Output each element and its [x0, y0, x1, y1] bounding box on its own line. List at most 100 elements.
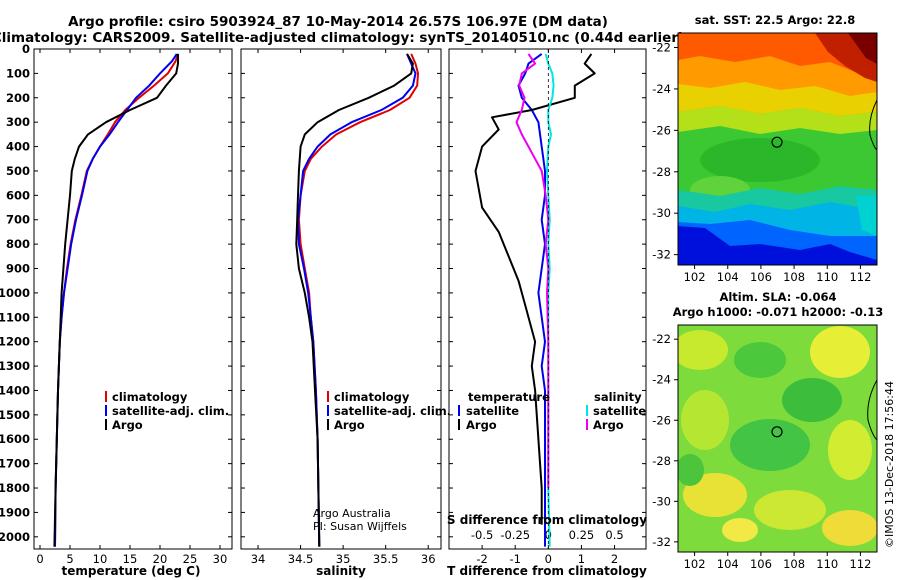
legend-s-argo: Argo — [593, 418, 624, 432]
map-y-tick-label: -30 — [652, 494, 671, 508]
x-tick-label: 36 — [421, 552, 436, 566]
temperature-ticks: 0 5 10 15 20 25 30 — [34, 48, 232, 566]
depth-tick-label: 1600 — [0, 432, 30, 446]
depth-tick-label: 500 — [6, 164, 30, 178]
map-y-tick-label: -24 — [652, 82, 671, 96]
depth-tick-label: 800 — [6, 237, 30, 251]
depth-tick-label: 1400 — [0, 383, 30, 397]
depth-tick-label: 1500 — [0, 408, 30, 422]
depth-tick-label: 400 — [6, 140, 30, 154]
temperature-frame — [33, 48, 233, 550]
depth-tick-label: 100 — [6, 66, 30, 80]
map-x-tick-label: 108 — [783, 270, 805, 284]
depth-tick-label: 1700 — [0, 457, 30, 471]
depth-tick-label: 700 — [6, 213, 30, 227]
legend-argo-swatch — [327, 419, 329, 430]
map-y-tick-label: -26 — [652, 413, 671, 427]
x-tick-label: 1 — [578, 552, 585, 566]
sst-map-panel: sat. SST: 22.5 Argo: 22.8 102 104 106 1 — [652, 13, 878, 285]
map-x-tick-label: 102 — [684, 557, 706, 571]
x-tick-label: 34 — [251, 552, 266, 566]
x-tick-label-top: 0.5 — [605, 528, 623, 542]
legend-satellite-swatch — [105, 405, 107, 416]
x-tick-label-top: -0.5 — [471, 528, 493, 542]
legend-climatology-swatch — [105, 391, 107, 402]
x-tick-label: 5 — [66, 552, 73, 566]
map-x-tick-label: 106 — [750, 270, 772, 284]
map-y-tick-label: -28 — [652, 454, 671, 468]
sla-map-frame — [677, 324, 878, 553]
map-y-tick-label: -26 — [652, 123, 671, 137]
depth-tick-label: 1100 — [0, 310, 30, 324]
map-x-tick-label: 104 — [717, 557, 739, 571]
series-line-argo — [53, 53, 179, 547]
legend-argo: Argo — [334, 418, 365, 432]
x-tick-label-top: -0.25 — [500, 528, 530, 542]
depth-tick-label: 600 — [6, 188, 30, 202]
map-x-tick-label: 112 — [849, 557, 871, 571]
salinity-panel: 34 34.5 35 35.5 36 salinity climatology sate… — [240, 48, 451, 578]
legend-s-argo-swatch — [586, 419, 588, 430]
x-tick-label: 15 — [123, 552, 138, 566]
map-y-tick-label: -30 — [652, 206, 671, 220]
legend-temperature-title: temperature — [468, 390, 550, 404]
map-y-tick-label: -24 — [652, 373, 671, 387]
x-tick-label: -1 — [509, 552, 520, 566]
x-tick-label: 35 — [336, 552, 351, 566]
legend-climatology-swatch — [327, 391, 329, 402]
depth-tick-label: 900 — [6, 262, 30, 276]
legend-t-satellite-swatch — [458, 405, 460, 416]
sla-map-ticks: 102 104 106 108 110 112 -22 -24 -26 -28 -30 -32 — [652, 332, 871, 571]
difference-xlabel: T difference from climatology — [447, 564, 647, 578]
legend-satellite: satellite-adj. clim. — [334, 404, 451, 418]
map-x-tick-label: 112 — [849, 270, 871, 284]
x-tick-label: 2 — [611, 552, 618, 566]
legend-argo-swatch — [105, 419, 107, 430]
depth-tick-label: 1200 — [0, 335, 30, 349]
x-tick-label: 10 — [93, 552, 108, 566]
sst-map-frame — [677, 32, 878, 266]
legend-t-argo-swatch — [458, 419, 460, 430]
map-x-tick-label: 104 — [717, 270, 739, 284]
x-tick-label: 25 — [183, 552, 198, 566]
map-x-tick-label: 102 — [684, 270, 706, 284]
x-tick-label: -2 — [476, 552, 487, 566]
sla-map-title-2: Argo h1000: -0.071 h2000: -0.13 — [673, 305, 884, 319]
salinity-frame — [240, 48, 442, 550]
depth-tick-label: 200 — [6, 91, 30, 105]
title-line-2: Climatology: CARS2009. Satellite-adjuste… — [0, 30, 684, 46]
depth-tick-label: 1800 — [0, 481, 30, 495]
argo-location-marker — [771, 426, 783, 438]
map-x-tick-label: 110 — [816, 557, 838, 571]
sst-map-title: sat. SST: 22.5 Argo: 22.8 — [695, 13, 855, 27]
annotation-pi: PI: Susan Wijffels — [313, 520, 407, 533]
sst-map-ticks: 102 104 106 108 110 112 -22 -24 -26 -28 -30 -32 — [652, 41, 871, 285]
series-line-satellite-adj-clim- — [297, 53, 417, 547]
difference-xlabel-top: S difference from climatology — [447, 513, 647, 527]
legend-satellite: satellite-adj. clim. — [112, 404, 229, 418]
salinity-xlabel: salinity — [316, 564, 366, 578]
x-tick-label: 30 — [213, 552, 228, 566]
salinity-ticks: 34 34.5 35 35.5 36 — [241, 48, 441, 566]
map-y-tick-label: -28 — [652, 165, 671, 179]
temperature-panel: 0 5 10 15 20 25 30 temperature (deg C) climato… — [33, 48, 233, 578]
map-y-tick-label: -32 — [652, 535, 671, 549]
legend-climatology: climatology — [112, 390, 188, 404]
annotation-argo-australia: Argo Australia — [313, 507, 391, 520]
map-x-tick-label: 106 — [750, 557, 772, 571]
difference-lines — [474, 49, 596, 549]
sla-map-panel: Altim. SLA: -0.064 Argo h1000: -0.071 h2… — [652, 290, 883, 571]
title-line-1: Argo profile: csiro 5903924_87 10-May-20… — [68, 14, 608, 30]
map-x-tick-label: 110 — [816, 270, 838, 284]
salinity-lines — [295, 53, 419, 547]
temperature-diff-legend: temperature satellite Argo — [458, 390, 550, 432]
series-line-t-argo — [474, 53, 596, 525]
legend-satellite-swatch — [327, 405, 329, 416]
series-line-t-satellite — [517, 53, 546, 547]
legend-climatology: climatology — [334, 390, 410, 404]
legend-salinity-title: salinity — [594, 390, 642, 404]
depth-tick-label: 1900 — [0, 505, 30, 519]
salinity-legend: climatology satellite-adj. clim. Argo — [327, 390, 451, 432]
map-y-tick-label: -22 — [652, 332, 671, 346]
